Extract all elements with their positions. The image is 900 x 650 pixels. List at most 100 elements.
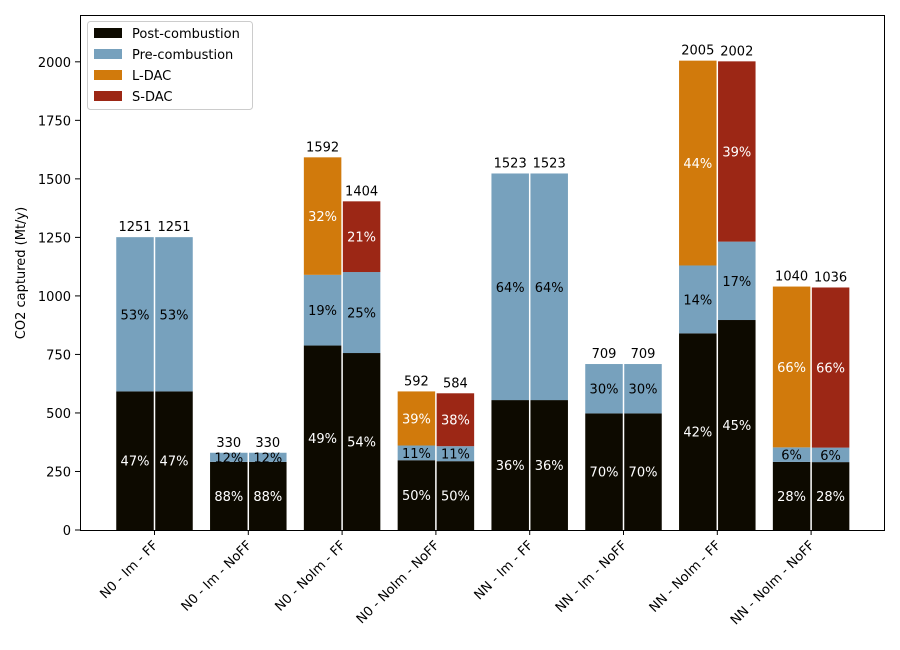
bar-segment-pre-combustion xyxy=(585,364,623,414)
segment-percent-label: 45% xyxy=(722,419,751,434)
bar-total-label: 330 xyxy=(216,436,241,451)
segment-percent-label: 50% xyxy=(402,489,431,504)
bar-segment-post-combustion xyxy=(718,320,756,530)
segment-percent-label: 17% xyxy=(722,275,751,290)
bar-segment-pre-combustion xyxy=(624,364,662,414)
segment-percent-label: 14% xyxy=(683,293,712,308)
bar-segment-post-combustion xyxy=(249,461,287,530)
segment-percent-label: 36% xyxy=(535,459,564,474)
segment-percent-label: 32% xyxy=(308,210,337,225)
x-tick-label: N0 - Im - FF xyxy=(97,538,161,602)
bar-segment-post-combustion xyxy=(811,462,850,530)
segment-percent-label: 12% xyxy=(253,451,282,466)
y-tick-label: 1500 xyxy=(38,173,71,188)
axes-layer xyxy=(80,15,885,531)
bar-segment-l-dac xyxy=(303,157,342,275)
legend-label: L-DAC xyxy=(132,69,171,84)
x-tick-label: N0 - NoIm - FF xyxy=(273,538,349,614)
bar-total-label: 1251 xyxy=(118,220,151,235)
y-tick-label: 0 xyxy=(63,524,71,539)
x-tick-label: N0 - NoIm - NoFF xyxy=(354,538,443,627)
segment-percent-label: 6% xyxy=(820,449,841,464)
y-axis-label: CO2 captured (Mt/y) xyxy=(14,207,29,339)
segment-percent-label: 28% xyxy=(777,490,806,505)
bar-segment-s-dac xyxy=(718,61,756,242)
bar-segment-pre-combustion xyxy=(718,241,756,321)
bar-segment-pre-combustion xyxy=(303,274,342,346)
bar-segment-post-combustion xyxy=(491,400,529,530)
bar-segment-pre-combustion xyxy=(436,446,475,462)
bar-segment-post-combustion xyxy=(342,353,381,530)
bar-segment-post-combustion xyxy=(585,413,623,530)
y-axis: 0 250 500 750 1000 1250 1500 1750 2000 xyxy=(38,56,80,539)
bar-total-label: 2002 xyxy=(720,44,753,59)
segment-percent-label: 39% xyxy=(722,145,751,160)
x-tick-label: N0 - Im - NoFF xyxy=(179,538,255,614)
segment-percent-label: 64% xyxy=(535,281,564,296)
legend-frame xyxy=(87,21,253,110)
y-tick-label: 1750 xyxy=(38,114,71,129)
segment-percent-label: 54% xyxy=(347,436,376,451)
segment-percent-label: 64% xyxy=(496,281,525,296)
x-tick-label: NN - NoIm - NoFF xyxy=(728,538,818,628)
bar-total-label: 1523 xyxy=(494,156,527,171)
segment-percent-label: 44% xyxy=(683,157,712,172)
bar-segment-pre-combustion xyxy=(530,173,568,401)
segment-percent-label: 70% xyxy=(590,466,619,481)
segment-percent-label: 88% xyxy=(214,490,243,505)
y-tick-label: 1250 xyxy=(38,231,71,246)
segment-percent-label: 53% xyxy=(160,308,189,323)
y-tick-label: 500 xyxy=(46,407,71,422)
bar-segment-l-dac xyxy=(397,391,436,446)
bar-segment-post-combustion xyxy=(530,400,568,530)
segment-percent-label: 11% xyxy=(441,448,470,463)
segment-percent-label: 6% xyxy=(781,449,802,464)
bar-segment-post-combustion xyxy=(303,345,342,530)
plot-frame xyxy=(80,15,885,531)
legend-swatch xyxy=(94,70,122,80)
bar-segment-pre-combustion xyxy=(772,447,811,462)
bar-segment-pre-combustion xyxy=(811,447,850,463)
bar-segment-pre-combustion xyxy=(249,452,287,462)
segment-percent-label: 66% xyxy=(816,362,845,377)
bar-total-label: 709 xyxy=(592,347,617,362)
y-tick-label: 750 xyxy=(46,348,71,363)
segment-percent-label: 50% xyxy=(441,490,470,505)
bar-segment-post-combustion xyxy=(436,461,475,530)
segment-percent-label: 36% xyxy=(496,459,525,474)
bar-total-label: 709 xyxy=(631,347,656,362)
bar-total-label: 1592 xyxy=(306,140,339,155)
segment-percent-label: 47% xyxy=(121,455,150,470)
x-tick-label: NN - NoIm - FF xyxy=(647,538,724,615)
y-tick-label: 1000 xyxy=(38,290,71,305)
legend-swatch xyxy=(94,91,122,101)
bar-total-label: 330 xyxy=(255,436,280,451)
bar-segment-pre-combustion xyxy=(397,445,436,461)
bar-segment-l-dac xyxy=(772,286,811,448)
bar-segment-pre-combustion xyxy=(491,173,529,401)
bar-segment-s-dac xyxy=(342,201,381,273)
segment-percent-label: 47% xyxy=(160,455,189,470)
segment-percent-label: 42% xyxy=(683,426,712,441)
segment-percent-label: 11% xyxy=(402,447,431,462)
bar-segment-pre-combustion xyxy=(116,237,154,392)
segment-percent-label: 49% xyxy=(308,432,337,447)
bar-total-label: 584 xyxy=(443,376,468,391)
bar-total-label: 1251 xyxy=(157,220,190,235)
segment-percent-label: 70% xyxy=(629,466,658,481)
bar-total-label: 1404 xyxy=(345,184,378,199)
segment-percent-label: 28% xyxy=(816,490,845,505)
segment-percent-label: 53% xyxy=(121,308,150,323)
bar-total-label: 1036 xyxy=(814,270,847,285)
bar-segment-post-combustion xyxy=(624,413,662,530)
bar-segment-post-combustion xyxy=(679,333,717,530)
bar-segment-s-dac xyxy=(436,393,475,447)
bar-segment-post-combustion xyxy=(116,391,154,530)
bar-segment-pre-combustion xyxy=(679,265,717,334)
segment-percent-label: 88% xyxy=(253,490,282,505)
legend-swatch xyxy=(94,28,122,38)
bar-segment-s-dac xyxy=(811,287,850,448)
segment-percent-label: 12% xyxy=(214,451,243,466)
x-tick-label: NN - Im - NoFF xyxy=(553,538,630,615)
